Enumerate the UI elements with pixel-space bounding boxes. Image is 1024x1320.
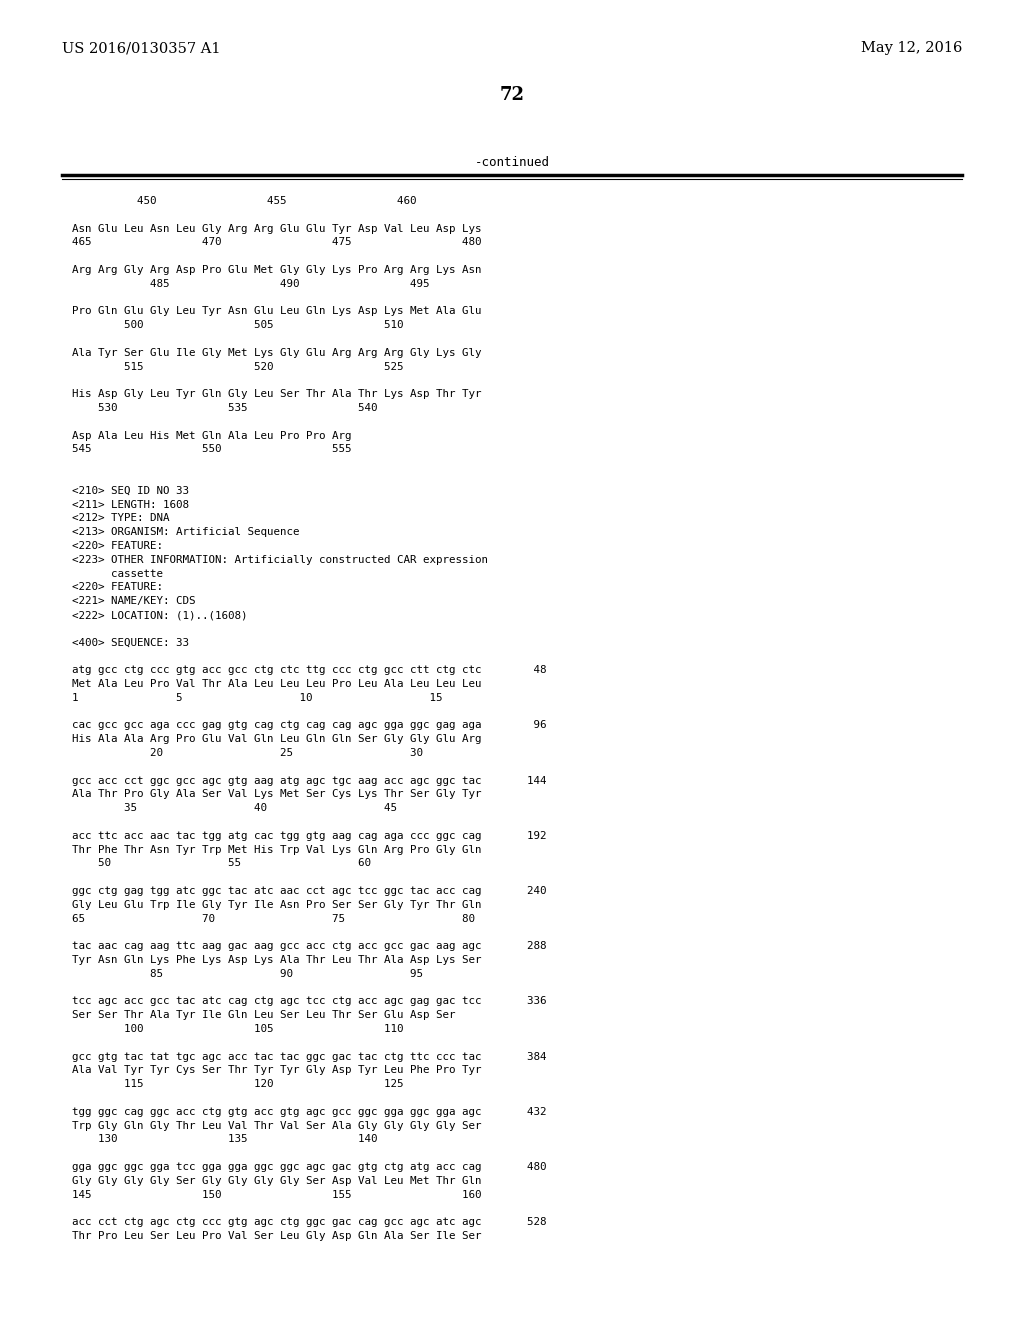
Text: Asn Glu Leu Asn Leu Gly Arg Arg Glu Glu Tyr Asp Val Leu Asp Lys: Asn Glu Leu Asn Leu Gly Arg Arg Glu Glu … (72, 223, 481, 234)
Text: ggc ctg gag tgg atc ggc tac atc aac cct agc tcc ggc tac acc cag       240: ggc ctg gag tgg atc ggc tac atc aac cct … (72, 886, 547, 896)
Text: tcc agc acc gcc tac atc cag ctg agc tcc ctg acc agc gag gac tcc       336: tcc agc acc gcc tac atc cag ctg agc tcc … (72, 997, 547, 1006)
Text: tgg ggc cag ggc acc ctg gtg acc gtg agc gcc ggc gga ggc gga agc       432: tgg ggc cag ggc acc ctg gtg acc gtg agc … (72, 1106, 547, 1117)
Text: Arg Arg Gly Arg Asp Pro Glu Met Gly Gly Lys Pro Arg Arg Lys Asn: Arg Arg Gly Arg Asp Pro Glu Met Gly Gly … (72, 265, 481, 275)
Text: gcc gtg tac tat tgc agc acc tac tac ggc gac tac ctg ttc ccc tac       384: gcc gtg tac tat tgc agc acc tac tac ggc … (72, 1052, 547, 1061)
Text: <222> LOCATION: (1)..(1608): <222> LOCATION: (1)..(1608) (72, 610, 248, 620)
Text: 115                 120                 125: 115 120 125 (72, 1080, 403, 1089)
Text: His Asp Gly Leu Tyr Gln Gly Leu Ser Thr Ala Thr Lys Asp Thr Tyr: His Asp Gly Leu Tyr Gln Gly Leu Ser Thr … (72, 389, 481, 399)
Text: 65                  70                  75                  80: 65 70 75 80 (72, 913, 475, 924)
Text: <210> SEQ ID NO 33: <210> SEQ ID NO 33 (72, 486, 189, 496)
Text: cassette: cassette (72, 569, 163, 578)
Text: acc cct ctg agc ctg ccc gtg agc ctg ggc gac cag gcc agc atc agc       528: acc cct ctg agc ctg ccc gtg agc ctg ggc … (72, 1217, 547, 1228)
Text: 465                 470                 475                 480: 465 470 475 480 (72, 238, 481, 247)
Text: 145                 150                 155                 160: 145 150 155 160 (72, 1189, 481, 1200)
Text: Gly Leu Glu Trp Ile Gly Tyr Ile Asn Pro Ser Ser Gly Tyr Thr Gln: Gly Leu Glu Trp Ile Gly Tyr Ile Asn Pro … (72, 900, 481, 909)
Text: 450                 455                 460: 450 455 460 (72, 195, 417, 206)
Text: gcc acc cct ggc gcc agc gtg aag atg agc tgc aag acc agc ggc tac       144: gcc acc cct ggc gcc agc gtg aag atg agc … (72, 776, 547, 785)
Text: 20                  25                  30: 20 25 30 (72, 748, 423, 758)
Text: Thr Pro Leu Ser Leu Pro Val Ser Leu Gly Asp Gln Ala Ser Ile Ser: Thr Pro Leu Ser Leu Pro Val Ser Leu Gly … (72, 1232, 481, 1241)
Text: 515                 520                 525: 515 520 525 (72, 362, 403, 372)
Text: Ala Val Tyr Tyr Cys Ser Thr Tyr Tyr Gly Asp Tyr Leu Phe Pro Tyr: Ala Val Tyr Tyr Cys Ser Thr Tyr Tyr Gly … (72, 1065, 481, 1076)
Text: cac gcc gcc aga ccc gag gtg cag ctg cag cag agc gga ggc gag aga        96: cac gcc gcc aga ccc gag gtg cag ctg cag … (72, 721, 547, 730)
Text: Gly Gly Gly Gly Ser Gly Gly Gly Gly Ser Asp Val Leu Met Thr Gln: Gly Gly Gly Gly Ser Gly Gly Gly Gly Ser … (72, 1176, 481, 1185)
Text: <212> TYPE: DNA: <212> TYPE: DNA (72, 513, 170, 524)
Text: 1               5                  10                  15: 1 5 10 15 (72, 693, 442, 702)
Text: Tyr Asn Gln Lys Phe Lys Asp Lys Ala Thr Leu Thr Ala Asp Lys Ser: Tyr Asn Gln Lys Phe Lys Asp Lys Ala Thr … (72, 954, 481, 965)
Text: tac aac cag aag ttc aag gac aag gcc acc ctg acc gcc gac aag agc       288: tac aac cag aag ttc aag gac aag gcc acc … (72, 941, 547, 952)
Text: Asp Ala Leu His Met Gln Ala Leu Pro Pro Arg: Asp Ala Leu His Met Gln Ala Leu Pro Pro … (72, 430, 351, 441)
Text: Ala Tyr Ser Glu Ile Gly Met Lys Gly Glu Arg Arg Arg Gly Lys Gly: Ala Tyr Ser Glu Ile Gly Met Lys Gly Glu … (72, 347, 481, 358)
Text: <220> FEATURE:: <220> FEATURE: (72, 541, 163, 550)
Text: <400> SEQUENCE: 33: <400> SEQUENCE: 33 (72, 638, 189, 648)
Text: 130                 135                 140: 130 135 140 (72, 1134, 378, 1144)
Text: His Ala Ala Arg Pro Glu Val Gln Leu Gln Gln Ser Gly Gly Glu Arg: His Ala Ala Arg Pro Glu Val Gln Leu Gln … (72, 734, 481, 744)
Text: 35                  40                  45: 35 40 45 (72, 803, 397, 813)
Text: Ser Ser Thr Ala Tyr Ile Gln Leu Ser Leu Thr Ser Glu Asp Ser: Ser Ser Thr Ala Tyr Ile Gln Leu Ser Leu … (72, 1010, 456, 1020)
Text: gga ggc ggc gga tcc gga gga ggc ggc agc gac gtg ctg atg acc cag       480: gga ggc ggc gga tcc gga gga ggc ggc agc … (72, 1162, 547, 1172)
Text: <223> OTHER INFORMATION: Artificially constructed CAR expression: <223> OTHER INFORMATION: Artificially co… (72, 554, 488, 565)
Text: 100                 105                 110: 100 105 110 (72, 1024, 403, 1034)
Text: 85                  90                  95: 85 90 95 (72, 969, 423, 979)
Text: Pro Gln Glu Gly Leu Tyr Asn Glu Leu Gln Lys Asp Lys Met Ala Glu: Pro Gln Glu Gly Leu Tyr Asn Glu Leu Gln … (72, 306, 481, 317)
Text: <213> ORGANISM: Artificial Sequence: <213> ORGANISM: Artificial Sequence (72, 527, 299, 537)
Text: Trp Gly Gln Gly Thr Leu Val Thr Val Ser Ala Gly Gly Gly Gly Ser: Trp Gly Gln Gly Thr Leu Val Thr Val Ser … (72, 1121, 481, 1131)
Text: Met Ala Leu Pro Val Thr Ala Leu Leu Leu Pro Leu Ala Leu Leu Leu: Met Ala Leu Pro Val Thr Ala Leu Leu Leu … (72, 678, 481, 689)
Text: Ala Thr Pro Gly Ala Ser Val Lys Met Ser Cys Lys Thr Ser Gly Tyr: Ala Thr Pro Gly Ala Ser Val Lys Met Ser … (72, 789, 481, 800)
Text: Thr Phe Thr Asn Tyr Trp Met His Trp Val Lys Gln Arg Pro Gly Gln: Thr Phe Thr Asn Tyr Trp Met His Trp Val … (72, 845, 481, 854)
Text: <221> NAME/KEY: CDS: <221> NAME/KEY: CDS (72, 597, 196, 606)
Text: <220> FEATURE:: <220> FEATURE: (72, 582, 163, 593)
Text: 50                  55                  60: 50 55 60 (72, 858, 371, 869)
Text: 530                 535                 540: 530 535 540 (72, 403, 378, 413)
Text: 545                 550                 555: 545 550 555 (72, 445, 351, 454)
Text: 485                 490                 495: 485 490 495 (72, 279, 429, 289)
Text: May 12, 2016: May 12, 2016 (860, 41, 962, 55)
Text: 72: 72 (500, 86, 524, 104)
Text: atg gcc ctg ccc gtg acc gcc ctg ctc ttg ccc ctg gcc ctt ctg ctc        48: atg gcc ctg ccc gtg acc gcc ctg ctc ttg … (72, 665, 547, 676)
Text: 500                 505                 510: 500 505 510 (72, 321, 403, 330)
Text: US 2016/0130357 A1: US 2016/0130357 A1 (62, 41, 220, 55)
Text: <211> LENGTH: 1608: <211> LENGTH: 1608 (72, 499, 189, 510)
Text: -continued: -continued (474, 157, 550, 169)
Text: acc ttc acc aac tac tgg atg cac tgg gtg aag cag aga ccc ggc cag       192: acc ttc acc aac tac tgg atg cac tgg gtg … (72, 830, 547, 841)
